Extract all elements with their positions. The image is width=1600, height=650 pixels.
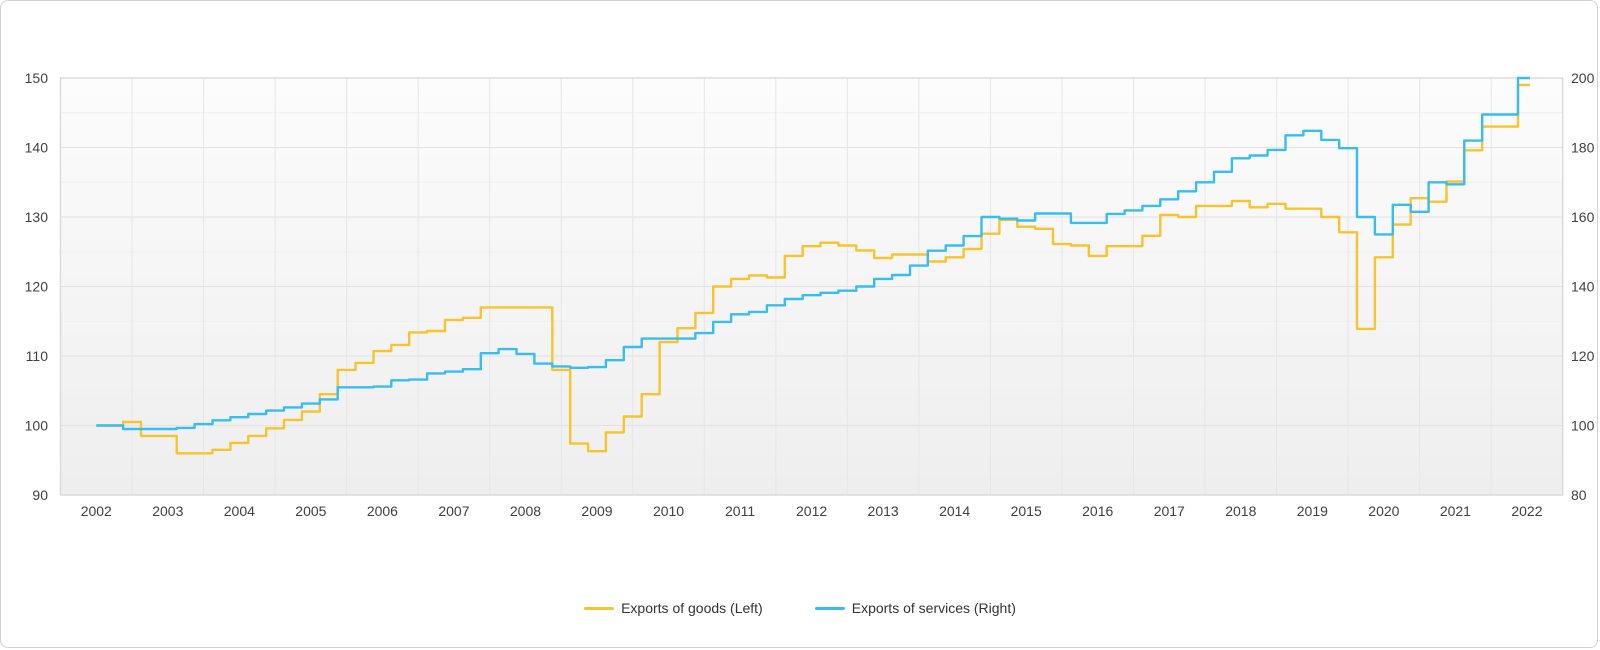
right-axis-tick-label: 100 xyxy=(1571,418,1595,434)
x-axis-tick-label: 2012 xyxy=(796,503,827,519)
left-axis-tick-label: 120 xyxy=(25,279,49,295)
x-axis-tick-label: 2003 xyxy=(152,503,183,519)
legend-item-exports-services[interactable]: Exports of services (Right) xyxy=(814,600,1016,616)
x-axis-tick-label: 2019 xyxy=(1297,503,1328,519)
legend-item-exports-goods[interactable]: Exports of goods (Left) xyxy=(584,600,763,616)
left-axis-tick-label: 130 xyxy=(25,209,49,225)
right-axis-tick-label: 160 xyxy=(1571,209,1595,225)
x-axis-tick-label: 2016 xyxy=(1082,503,1113,519)
legend-label-services: Exports of services (Right) xyxy=(851,600,1016,616)
x-axis-tick-label: 2009 xyxy=(581,503,612,519)
left-axis-tick-label: 140 xyxy=(25,140,49,156)
right-axis-tick-label: 140 xyxy=(1571,279,1595,295)
x-axis-tick-label: 2005 xyxy=(295,503,326,519)
x-axis-tick-label: 2022 xyxy=(1511,503,1542,519)
x-axis-tick-label: 2010 xyxy=(653,503,684,519)
legend-label-goods: Exports of goods (Left) xyxy=(621,600,763,616)
x-axis-tick-label: 2008 xyxy=(510,503,541,519)
legend: Exports of goods (Left) Exports of servi… xyxy=(0,600,1600,616)
left-axis-tick-label: 100 xyxy=(25,418,49,434)
x-axis-tick-label: 2014 xyxy=(939,503,970,519)
x-axis-tick-label: 2006 xyxy=(367,503,398,519)
left-axis-tick-label: 90 xyxy=(32,487,48,503)
x-axis-tick-label: 2013 xyxy=(868,503,899,519)
series-exports-goods-line xyxy=(96,83,1530,455)
x-axis-tick-label: 2011 xyxy=(725,503,755,519)
right-axis-tick-label: 180 xyxy=(1571,140,1595,156)
x-axis-tick-label: 2018 xyxy=(1225,503,1256,519)
right-axis-tick-label: 80 xyxy=(1571,487,1587,503)
right-axis-tick-label: 120 xyxy=(1571,348,1595,364)
left-axis-tick-label: 110 xyxy=(26,348,49,364)
services-line-swatch-icon xyxy=(814,606,845,610)
x-axis-tick-label: 2017 xyxy=(1154,503,1185,519)
series-exports-services-line xyxy=(96,76,1530,431)
x-axis-tick-label: 2004 xyxy=(224,503,255,519)
left-axis-tick-label: 150 xyxy=(25,70,49,86)
goods-line-swatch-icon xyxy=(584,606,615,610)
x-axis-tick-label: 2021 xyxy=(1440,503,1471,519)
x-axis-tick-label: 2020 xyxy=(1368,503,1399,519)
right-axis-tick-label: 200 xyxy=(1571,70,1595,86)
x-axis-tick-label: 2002 xyxy=(81,503,112,519)
x-axis-tick-label: 2015 xyxy=(1011,503,1042,519)
x-axis-tick-label: 2007 xyxy=(438,503,469,519)
